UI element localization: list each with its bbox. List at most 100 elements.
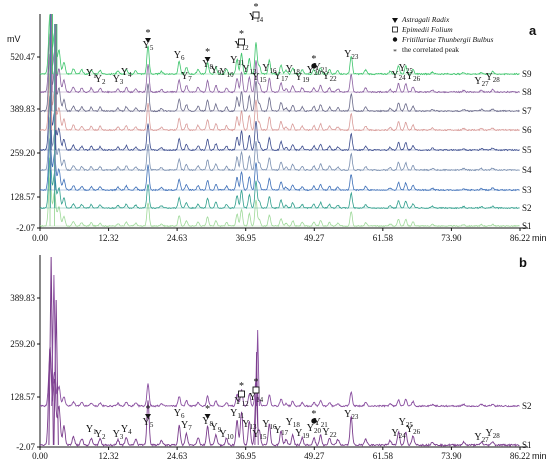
peak-label-y18-b: Y18 [286,417,301,429]
series-label-s2-b: S2 [522,401,532,411]
x-tick-label-a: 36.95 [236,233,257,243]
legend-label-3: the correlated peak [402,45,459,54]
legend-label-1: Epimedii Folium [401,25,453,34]
peak-label-y6-a: Y6 [174,50,185,62]
asterisk-marker-b: * [205,404,210,415]
circle-marker-b [311,418,317,424]
y-tick-label-b: 389.83 [10,293,35,303]
peak-label-y23-a: Y23 [344,49,359,61]
x-tick-label-a: 49.27 [304,233,325,243]
solvent-spike-b [51,274,57,407]
peak-label-y1-a: Y1 [86,68,97,80]
peak-label-y17-b: Y17 [274,425,289,437]
peak-label-y20-a: Y20 [307,65,322,77]
y-tick-label-b: -2.07 [16,442,35,452]
x-tick-label-b: 73.90 [441,451,462,461]
trace-s1-a [39,175,520,228]
series-label-s1-b: S1 [522,440,532,450]
x-tick-label-a: 61.58 [373,233,394,243]
peak-label-y12-a: Y12 [234,40,249,52]
peak-label-y6-b: Y6 [174,408,185,420]
trace-s5-a [39,93,520,152]
triangle-marker-b [145,414,152,419]
solvent-spike-b [48,256,54,446]
trace-s3-a [39,136,520,192]
peak-label-y13-b: Y13 [242,419,257,431]
peak-label-y18-a: Y18 [286,64,301,76]
square-marker-a [252,11,260,19]
y-tick-label-b: 128.57 [10,392,35,402]
asterisk-marker-b: * [254,377,259,388]
asterisk-marker-b: * [146,404,151,415]
y-tick-label-a: 520.47 [10,52,35,62]
peak-label-y4-b: Y4 [121,424,132,436]
peak-label-y24-b: Y24 [391,428,406,440]
y-axis-label-a: mV [7,34,21,44]
peak-label-y9-b: Y9 [211,422,222,434]
x-tick-label-a: 73.90 [441,233,462,243]
peak-label-y27-a: Y27 [474,76,489,88]
peak-label-y2-a: Y2 [95,74,106,86]
peak-label-y8-b: Y8 [202,416,213,428]
big-peak-b [255,329,260,407]
square-marker-a [238,38,245,46]
trace-s2-a [39,156,520,210]
asterisk-marker-a: * [239,29,244,40]
trace-s2-b [39,355,520,408]
peak-label-y12-b: Y12 [234,396,249,408]
series-label-s1-a: S1 [522,221,532,231]
series-label-s7-a: S7 [522,106,532,116]
peak-label-y4-a: Y4 [121,67,132,79]
peak-label-y8-a: Y8 [202,59,213,71]
x-tick-label-a: 12.32 [98,233,118,243]
x-tick-label-b: 24.63 [167,451,188,461]
legend-asterisk-icon: * [393,47,397,56]
asterisk-marker-b: * [311,409,316,420]
peak-label-y21-a: Y21 [313,62,328,74]
triangle-marker-a [204,57,211,62]
trace-s7-a [39,52,520,113]
y-tick-label-a: 389.83 [10,104,35,114]
peak-label-y22-a: Y22 [322,71,337,83]
legend-square-icon [392,26,398,33]
x-tick-label-b: 36.95 [236,451,257,461]
peak-label-y10-a: Y10 [219,67,234,79]
peak-label-y26-b: Y26 [406,424,421,436]
asterisk-marker-a: * [311,54,316,65]
trace-s1-b [39,346,520,447]
legend-label-2: Fritillariae Thunbergii Bulbus [401,35,493,44]
peak-label-y3-a: Y3 [113,74,124,86]
peak-label-y17-a: Y17 [274,71,289,83]
peak-label-y9-a: Y9 [211,65,222,77]
square-marker-b [238,390,245,398]
y-tick-label-a: -2.07 [16,223,35,233]
peak-label-y24-a: Y24 [391,70,406,82]
y-tick-label-b: 259.20 [10,339,35,349]
panel-label-b: b [519,255,527,270]
x-tick-label-b: 49.27 [304,451,325,461]
peak-label-y3-b: Y3 [113,429,124,441]
peak-label-y5-b: Y5 [143,417,154,429]
peak-label-y27-b: Y27 [474,432,489,444]
peak-label-y28-a: Y28 [485,72,500,84]
legend-label-0: Astragali Radix [401,15,450,24]
big-peak-b [254,351,259,446]
series-label-s3-a: S3 [522,185,532,195]
series-label-s8-a: S8 [522,87,532,97]
series-label-s2-a: S2 [522,203,532,213]
panel-label-a: a [529,23,537,38]
peak-label-y21-b: Y21 [313,417,328,429]
peak-label-y15-b: Y15 [252,429,267,441]
legend-circle-icon [392,37,398,42]
triangle-marker-b [204,414,211,419]
asterisk-marker-b: * [239,381,244,392]
legend-triangle-icon [392,18,398,23]
peak-label-y2-b: Y2 [95,429,106,441]
peak-label-y19-a: Y19 [295,72,310,84]
series-label-s4-a: S4 [522,165,532,175]
square-marker-b [252,386,260,394]
peak-label-y16-b: Y16 [262,419,277,431]
peak-label-y26-a: Y26 [406,71,421,83]
